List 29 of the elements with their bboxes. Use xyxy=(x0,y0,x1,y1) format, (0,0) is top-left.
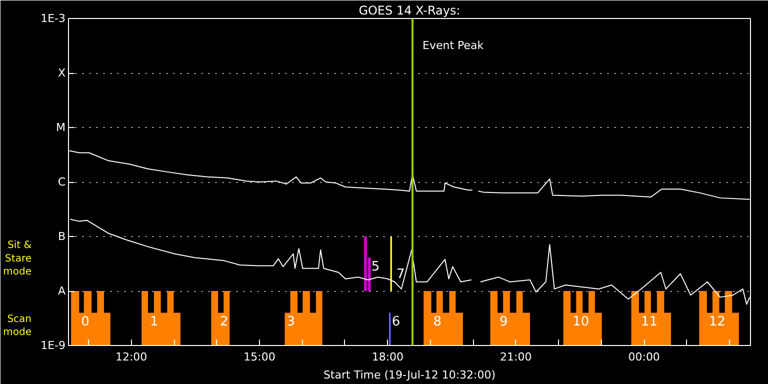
annotation: 3 xyxy=(286,314,296,330)
x-axis-title: Start Time (19-Jul-12 10:32:00) xyxy=(323,368,496,382)
chart-title: GOES 14 X-Rays: xyxy=(358,4,460,18)
annotation: 10 xyxy=(572,314,590,330)
y-tick-label: A xyxy=(58,284,66,298)
annotation: 7 xyxy=(396,266,405,282)
y-tick-label: X xyxy=(58,66,66,80)
y-tick-label: C xyxy=(58,176,66,188)
annotation: 2 xyxy=(220,314,228,330)
text: Scan mode xyxy=(3,314,32,338)
y-tick-label: M xyxy=(56,121,66,134)
y-tick-label: 1E-9 xyxy=(40,339,66,352)
annotation: 1 xyxy=(150,314,158,330)
x-tick-label: 15:00 xyxy=(244,350,276,364)
x-tick-label: 12:00 xyxy=(115,350,148,364)
x-tick-label: 21:00 xyxy=(500,350,532,364)
y-tick-label: B xyxy=(58,230,66,243)
annotation: 8 xyxy=(433,314,442,330)
y-tick-label: 1E-3 xyxy=(40,12,66,25)
ref-line-label: Event Peak xyxy=(422,39,484,52)
annotation: 6 xyxy=(392,314,400,330)
annotation: 11 xyxy=(640,314,658,330)
annotation: 9 xyxy=(500,314,508,330)
annotation: 5 xyxy=(371,260,380,275)
annotation: 0 xyxy=(81,314,90,330)
text: Sit & Stare mode xyxy=(3,240,32,278)
x-tick-label: 00:00 xyxy=(628,350,660,364)
x-tick-label: 18:00 xyxy=(372,350,404,364)
annotation: 12 xyxy=(708,314,726,330)
